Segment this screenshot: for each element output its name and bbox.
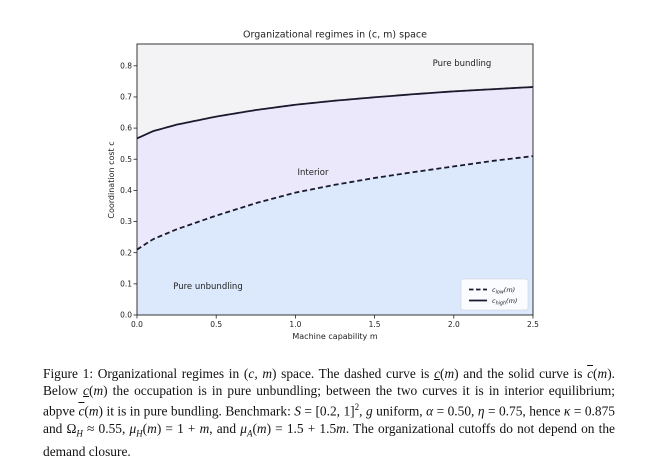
chart-title: Organizational regimes in (c, m) space xyxy=(243,30,427,41)
legend-entry-c-low: clow(m) xyxy=(492,286,515,296)
region-pure-bundling xyxy=(137,44,533,139)
curve-c-high xyxy=(136,86,534,140)
curve-c-low xyxy=(136,155,534,251)
region-label-pure-unbundling: Pure unbundling xyxy=(173,282,242,292)
plot-frame xyxy=(136,43,534,316)
legend-box xyxy=(460,278,529,311)
y-tick-label: 0.6 xyxy=(120,124,132,133)
figure-caption: Figure 1: Organizational regimes in (c, … xyxy=(43,366,615,459)
legend: clow(m) chigh(m) xyxy=(460,278,529,311)
x-tick-label: 0.0 xyxy=(131,320,143,329)
y-tick-label: 0.5 xyxy=(120,155,132,164)
regime-regions xyxy=(137,44,533,315)
region-pure-unbundling xyxy=(137,156,533,315)
y-tick-label: 0.1 xyxy=(120,279,132,288)
x-tick-label: 1.0 xyxy=(289,320,301,329)
x-axis-label: Machine capability m xyxy=(292,332,377,341)
caption-label: Figure 1: xyxy=(43,366,94,381)
region-label-pure-bundling: Pure bundling xyxy=(433,59,492,69)
cutoff-curves xyxy=(136,86,534,251)
y-axis-ticks: 0.0 0.1 0.2 0.3 0.4 0.5 0.6 0.7 0.8 xyxy=(120,61,137,320)
x-tick-label: 0.5 xyxy=(210,320,222,329)
y-tick-label: 0.4 xyxy=(120,186,132,195)
legend-entry-c-high: chigh(m) xyxy=(492,297,517,307)
regimes-figure: 0.0 0.5 1.0 1.5 2.0 2.5 0.0 0.1 0.2 0.3 0.4 0.5 0.6… xyxy=(107,30,539,342)
x-tick-label: 2.0 xyxy=(448,320,460,329)
y-tick-label: 0.3 xyxy=(120,217,132,226)
y-axis-label: Coordination cost c xyxy=(107,141,116,218)
x-tick-label: 1.5 xyxy=(369,320,381,329)
region-label-interior: Interior xyxy=(297,168,329,178)
y-tick-label: 0.2 xyxy=(120,248,132,257)
x-tick-label: 2.5 xyxy=(527,320,539,329)
y-tick-label: 0.0 xyxy=(120,311,132,320)
x-axis-ticks: 0.0 0.5 1.0 1.5 2.0 2.5 xyxy=(131,315,539,329)
y-tick-label: 0.8 xyxy=(120,61,132,70)
y-tick-label: 0.7 xyxy=(120,93,132,102)
